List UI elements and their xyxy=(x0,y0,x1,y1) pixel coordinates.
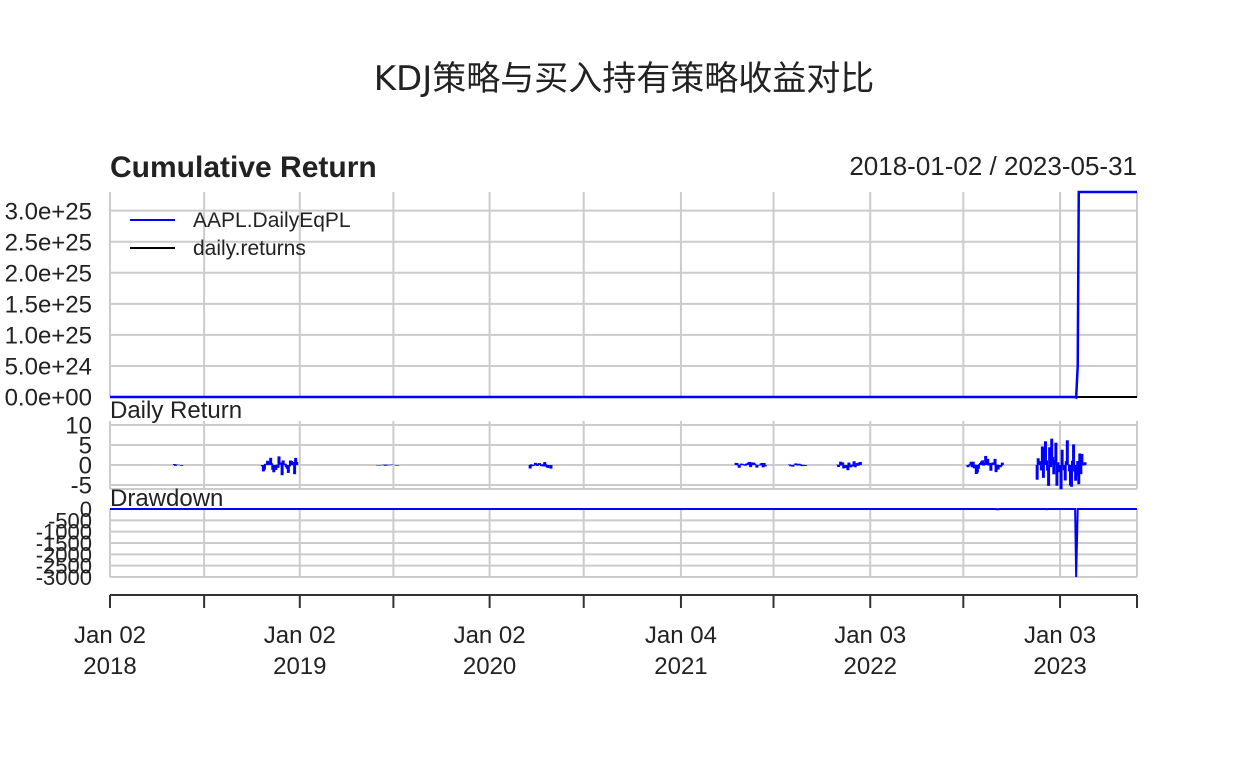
y-tick-label: 5 xyxy=(79,433,92,460)
y-tick-label: -2000 xyxy=(36,542,92,567)
y-tick-label: 1.0e+25 xyxy=(5,323,92,350)
x-tick-year-label: 2018 xyxy=(83,653,136,680)
y-tick-label: -1500 xyxy=(36,531,92,556)
y-tick-label: 5.0e+24 xyxy=(5,354,92,381)
x-tick-label: Jan 02 xyxy=(454,622,526,649)
x-tick-year-label: 2019 xyxy=(273,653,326,680)
panel-label: Drawdown xyxy=(110,485,223,512)
y-tick-label: 1.5e+25 xyxy=(5,291,92,318)
aapl-daily-eqpl-line xyxy=(110,190,1137,400)
x-tick-label: Jan 03 xyxy=(834,622,906,649)
y-tick-label: 0 xyxy=(80,497,92,522)
series-layer xyxy=(110,190,1137,578)
x-tick-label: Jan 02 xyxy=(74,622,146,649)
y-tick-label: -3000 xyxy=(36,565,92,590)
panel-title: Cumulative Return xyxy=(110,151,377,184)
x-tick-label: Jan 04 xyxy=(645,622,717,649)
y-tick-label: 0 xyxy=(79,453,92,480)
y-tick-label: 2.5e+25 xyxy=(5,229,92,256)
legend-entry: AAPL.DailyEqPL xyxy=(193,209,351,232)
y-tick-label: 10 xyxy=(65,413,92,440)
y-tick-label: 3.0e+25 xyxy=(5,198,92,225)
y-tick-label: -5 xyxy=(71,473,92,500)
axis-layer: 0.0e+00 5.0e+24 1.0e+25 1.5e+25 2.0e+25 2.5e+… xyxy=(5,198,1138,680)
y-tick-label: -1000 xyxy=(36,520,92,545)
y-tick-label: -500 xyxy=(48,508,92,533)
y-tick-label: 0.0e+00 xyxy=(5,385,92,412)
x-tick-year-label: 2021 xyxy=(654,653,707,680)
x-tick-year-label: 2022 xyxy=(844,653,897,680)
y-tick-label: 2.0e+25 xyxy=(5,260,92,287)
x-tick-year-label: 2020 xyxy=(463,653,516,680)
date-range-label: 2018-01-02 / 2023-05-31 xyxy=(849,151,1137,181)
y-tick-label: -2500 xyxy=(36,554,92,579)
chart-title: KDJ策略与买入持有策略收益对比 xyxy=(374,59,875,99)
x-tick-label: Jan 03 xyxy=(1024,622,1096,649)
panel-label: Daily Return xyxy=(110,397,242,424)
drawdown-line xyxy=(110,508,1137,578)
x-tick-label: Jan 02 xyxy=(264,622,336,649)
legend-entry: daily.returns xyxy=(193,237,306,260)
legend: AAPL.DailyEqPL daily.returns xyxy=(130,209,351,260)
x-tick-year-label: 2023 xyxy=(1033,653,1086,680)
